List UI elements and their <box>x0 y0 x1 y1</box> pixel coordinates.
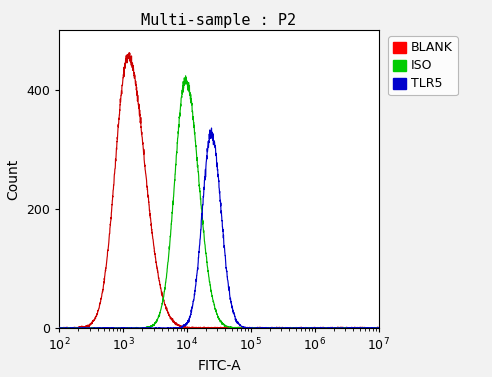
ISO <box>183 74 188 78</box>
BLANK <box>308 326 314 330</box>
Line: BLANK: BLANK <box>59 53 379 328</box>
TLR5 <box>376 325 382 330</box>
BLANK <box>367 325 372 330</box>
ISO <box>376 326 382 330</box>
X-axis label: FITC-A: FITC-A <box>197 359 241 373</box>
Line: TLR5: TLR5 <box>59 128 379 328</box>
BLANK <box>376 326 382 330</box>
Y-axis label: Count: Count <box>6 158 21 200</box>
ISO <box>203 254 209 259</box>
BLANK <box>203 326 209 330</box>
ISO <box>57 326 62 330</box>
TLR5 <box>308 326 314 330</box>
Title: Multi-sample : P2: Multi-sample : P2 <box>141 12 297 28</box>
BLANK <box>56 326 62 330</box>
BLANK <box>367 325 373 330</box>
ISO <box>212 306 218 310</box>
TLR5 <box>203 162 209 166</box>
TLR5 <box>367 326 372 330</box>
Line: ISO: ISO <box>59 76 379 328</box>
TLR5 <box>367 326 372 330</box>
BLANK <box>212 325 218 330</box>
ISO <box>367 326 373 330</box>
BLANK <box>126 51 132 55</box>
Legend: BLANK, ISO, TLR5: BLANK, ISO, TLR5 <box>388 37 458 95</box>
TLR5 <box>56 326 62 330</box>
ISO <box>72 326 78 330</box>
BLANK <box>72 326 78 330</box>
ISO <box>308 326 314 330</box>
TLR5 <box>212 142 217 147</box>
ISO <box>367 326 372 330</box>
TLR5 <box>72 326 78 330</box>
BLANK <box>57 326 62 330</box>
ISO <box>56 326 62 330</box>
TLR5 <box>209 126 215 130</box>
